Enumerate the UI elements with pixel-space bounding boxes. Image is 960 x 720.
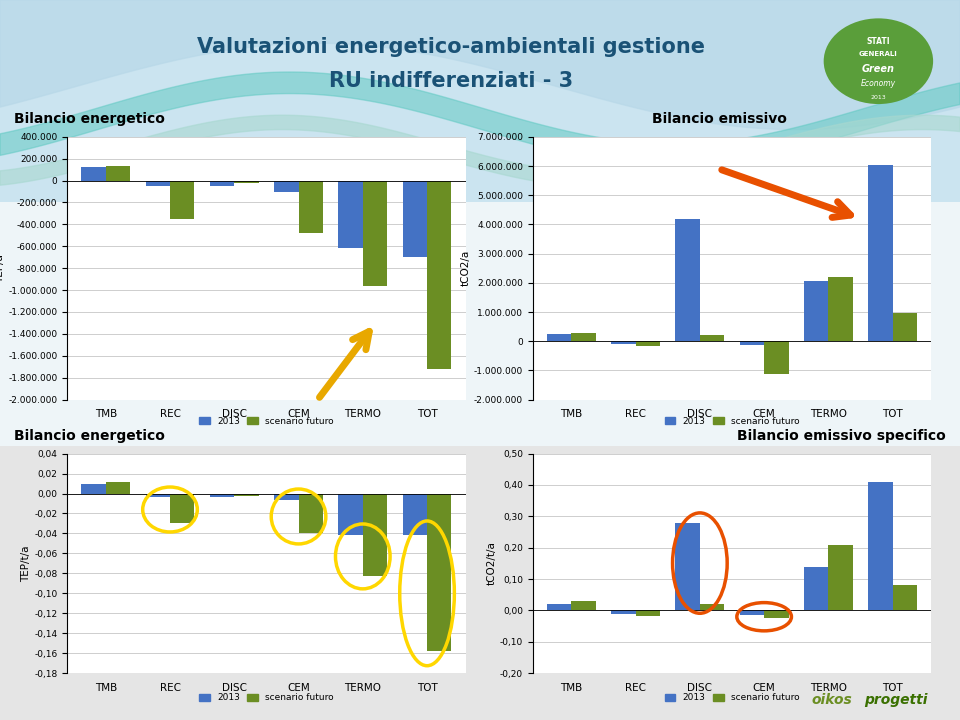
Bar bbox=[636, 611, 660, 616]
Bar bbox=[234, 181, 258, 183]
Bar bbox=[275, 181, 299, 192]
Legend: 2013, scenario futuro: 2013, scenario futuro bbox=[196, 690, 337, 706]
Text: Green: Green bbox=[862, 64, 895, 74]
Bar bbox=[893, 312, 917, 341]
Bar bbox=[234, 493, 258, 495]
Y-axis label: tCO2/a: tCO2/a bbox=[461, 250, 471, 287]
Bar bbox=[106, 166, 131, 181]
Bar bbox=[740, 611, 764, 615]
Bar bbox=[764, 341, 788, 374]
Bar bbox=[547, 603, 571, 611]
Text: Bilancio energetico: Bilancio energetico bbox=[14, 112, 165, 126]
Bar bbox=[338, 181, 363, 248]
Text: Valutazioni energetico-ambientali gestione: Valutazioni energetico-ambientali gestio… bbox=[197, 37, 706, 57]
Bar bbox=[636, 341, 660, 346]
Bar bbox=[612, 341, 636, 343]
Bar bbox=[868, 482, 893, 611]
Bar bbox=[700, 335, 724, 341]
Bar bbox=[427, 181, 451, 369]
Text: RU indifferenziati - 3: RU indifferenziati - 3 bbox=[329, 71, 573, 91]
Bar bbox=[0, 202, 960, 446]
Text: 2013: 2013 bbox=[871, 95, 886, 100]
Y-axis label: TEP/a: TEP/a bbox=[0, 253, 6, 283]
Bar bbox=[571, 333, 596, 341]
Bar bbox=[0, 0, 960, 202]
Bar bbox=[893, 585, 917, 611]
Bar bbox=[612, 611, 636, 613]
Bar bbox=[547, 333, 571, 341]
Text: Bilancio energetico: Bilancio energetico bbox=[14, 428, 165, 443]
Bar bbox=[804, 282, 828, 341]
Ellipse shape bbox=[824, 18, 933, 104]
Legend: 2013, scenario futuro: 2013, scenario futuro bbox=[196, 413, 337, 429]
Bar bbox=[700, 603, 724, 611]
Bar bbox=[764, 611, 788, 618]
Bar bbox=[170, 181, 195, 219]
Bar bbox=[275, 493, 299, 500]
Text: oikos: oikos bbox=[811, 693, 852, 707]
Bar bbox=[402, 181, 427, 257]
Bar bbox=[0, 446, 960, 720]
Text: STATI: STATI bbox=[867, 37, 890, 45]
Bar bbox=[676, 219, 700, 341]
Bar bbox=[82, 168, 106, 181]
Y-axis label: TEP/t/a: TEP/t/a bbox=[21, 545, 32, 582]
Bar bbox=[82, 484, 106, 493]
Bar bbox=[427, 493, 451, 651]
Bar bbox=[146, 493, 170, 497]
Bar bbox=[146, 181, 170, 186]
Bar bbox=[740, 341, 764, 345]
Bar bbox=[299, 181, 323, 233]
Bar bbox=[571, 601, 596, 611]
Bar bbox=[363, 493, 387, 577]
Text: Bilancio emissivo specifico: Bilancio emissivo specifico bbox=[737, 428, 946, 443]
Bar bbox=[676, 523, 700, 611]
Bar bbox=[338, 493, 363, 536]
Text: Bilancio emissivo: Bilancio emissivo bbox=[653, 112, 787, 126]
Bar bbox=[804, 567, 828, 611]
Bar bbox=[868, 165, 893, 341]
Bar bbox=[210, 493, 234, 497]
Text: progetti: progetti bbox=[864, 693, 927, 707]
Bar bbox=[828, 277, 852, 341]
Text: GENERALI: GENERALI bbox=[859, 51, 898, 57]
Bar bbox=[210, 181, 234, 186]
Legend: 2013, scenario futuro: 2013, scenario futuro bbox=[661, 690, 803, 706]
Bar bbox=[170, 493, 195, 523]
Bar bbox=[106, 482, 131, 493]
Legend: 2013, scenario futuro: 2013, scenario futuro bbox=[661, 413, 803, 429]
Bar bbox=[363, 181, 387, 286]
Bar bbox=[402, 493, 427, 536]
Bar bbox=[828, 544, 852, 611]
Y-axis label: tCO2/t/a: tCO2/t/a bbox=[487, 541, 497, 585]
Bar bbox=[299, 493, 323, 534]
Text: Economy: Economy bbox=[861, 79, 896, 88]
